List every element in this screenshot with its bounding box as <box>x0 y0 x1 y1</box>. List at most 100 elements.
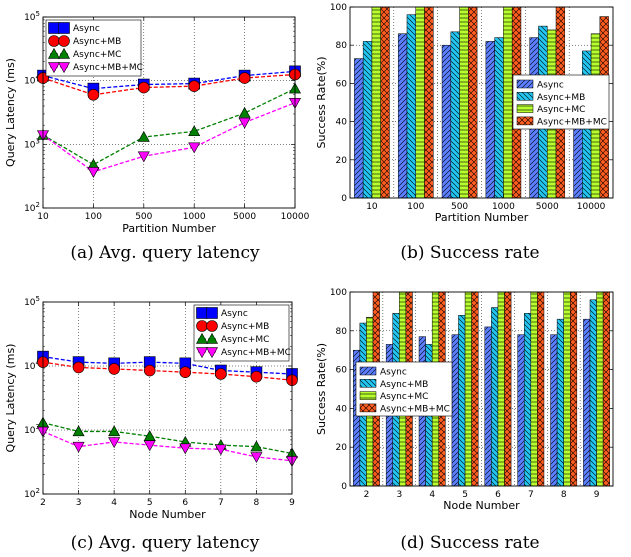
x-tick-label: 7 <box>218 498 224 508</box>
data-point <box>72 425 85 437</box>
x-tick-label: 8 <box>254 498 260 508</box>
data-point <box>143 364 156 377</box>
x-tick-label: 7 <box>528 490 534 500</box>
legend-marker <box>48 35 60 47</box>
y-axis-label: Success Rate(%) <box>315 56 328 148</box>
bar-hatch <box>485 41 495 198</box>
y-tick-label: 0 <box>341 194 347 204</box>
y-tick-label: 0 <box>341 482 347 492</box>
plot-frame <box>349 6 614 199</box>
bar-hatch <box>517 334 525 486</box>
series-line <box>42 73 296 96</box>
data-point <box>250 452 263 464</box>
legend-label: Async+MB+MC <box>73 63 143 73</box>
x-tick-label: 100 <box>407 202 424 212</box>
bar-hatch <box>451 334 459 486</box>
bar-hatch <box>415 7 425 198</box>
x-tick-label: 1000 <box>492 202 515 212</box>
legend-label: Async+MC <box>73 50 121 60</box>
data-point <box>143 440 156 452</box>
legend-label: Async <box>380 368 407 378</box>
data-point <box>138 81 150 94</box>
x-tick-label: 100 <box>85 212 102 222</box>
y-tick-label: 20 <box>336 443 348 453</box>
y-axis-label: Query Latency (ms) <box>4 344 17 453</box>
caption-d: (d) Success rate <box>400 533 539 553</box>
legend-label: Async+MC <box>537 105 585 115</box>
series-line <box>42 70 296 90</box>
x-tick-label: 9 <box>289 498 295 508</box>
x-tick-label: 5 <box>462 490 468 500</box>
data-point <box>179 443 192 455</box>
bar-hatch <box>371 7 381 198</box>
y-tick-label: 100 <box>330 288 347 298</box>
bar-hatch <box>504 292 512 486</box>
x-tick-label: 500 <box>135 212 152 222</box>
legend-swatch-hatch <box>517 104 533 113</box>
y-tick-label: 100 <box>330 3 347 13</box>
data-point <box>137 151 150 163</box>
caption-b: (b) Success rate <box>400 243 539 263</box>
y-tick-label: 20 <box>336 156 348 166</box>
legend-label: Async+MB <box>537 93 585 103</box>
y-tick-label: 40 <box>336 404 348 414</box>
bar-hatch <box>450 31 460 198</box>
bar-hatch <box>537 292 544 486</box>
legend-swatch-hatch <box>517 92 533 101</box>
legend-label: Async <box>73 24 100 34</box>
data-point <box>214 444 227 456</box>
bar-hatch <box>524 313 531 486</box>
data-point <box>250 370 263 383</box>
success-vs-partition-chart: 10 100 500 1000 5000 10000 0 20 40 60 80 100 Partiti… <box>315 3 614 224</box>
y-tick-label: 80 <box>336 41 348 51</box>
caption-c: (c) Avg. query latency <box>71 533 260 553</box>
data-point <box>188 80 200 92</box>
x-tick-label: 3 <box>76 498 82 508</box>
x-tick-label: 4 <box>111 498 117 508</box>
legend-swatch-hatch <box>360 391 376 400</box>
data-point <box>72 361 85 374</box>
x-tick-label: 6 <box>182 498 188 508</box>
legend-marker <box>206 307 218 319</box>
legend-label: Async+MB <box>380 380 428 390</box>
x-tick-label: 6 <box>495 490 501 500</box>
bar-hatch <box>563 292 571 486</box>
bar-hatch <box>589 299 597 486</box>
x-tick-label: 10000 <box>281 212 310 222</box>
data-point <box>108 363 120 375</box>
bar-hatch <box>380 7 390 198</box>
bar-hatch <box>406 14 416 199</box>
data-point <box>238 106 251 118</box>
legend-swatch-hatch <box>360 403 376 412</box>
y-tick-label: 40 <box>336 118 348 128</box>
legend-label: Async+MC <box>221 335 269 345</box>
bar-hatch <box>596 292 604 486</box>
y-tick-label: 105 <box>24 10 40 23</box>
legend-marker <box>47 62 61 74</box>
data-point <box>108 437 121 449</box>
x-tick-label: 4 <box>429 490 435 500</box>
legend-marker <box>206 320 218 332</box>
bar-hatch <box>603 292 610 486</box>
x-tick-label: 8 <box>561 490 567 500</box>
legend-marker <box>205 347 219 359</box>
bar-hatch <box>468 7 478 198</box>
data-point <box>179 366 192 379</box>
data-point <box>72 441 85 453</box>
y-tick-label: 60 <box>336 79 348 89</box>
legend-label: Async+MC <box>380 392 428 402</box>
bar-hatch <box>530 292 538 486</box>
legend-marker <box>195 347 209 359</box>
data-point <box>188 125 201 137</box>
data-point <box>238 72 251 84</box>
series-line <box>42 88 296 166</box>
bar-hatch <box>570 292 577 486</box>
y-axis-label: Success Rate(%) <box>315 343 328 435</box>
legend-marker <box>58 22 70 34</box>
bar-hatch <box>398 33 407 198</box>
y-axis-label: Query Latency (ms) <box>4 58 17 167</box>
legend-label: Async+MB+MC <box>537 117 607 127</box>
legend-label: Async <box>221 309 248 319</box>
